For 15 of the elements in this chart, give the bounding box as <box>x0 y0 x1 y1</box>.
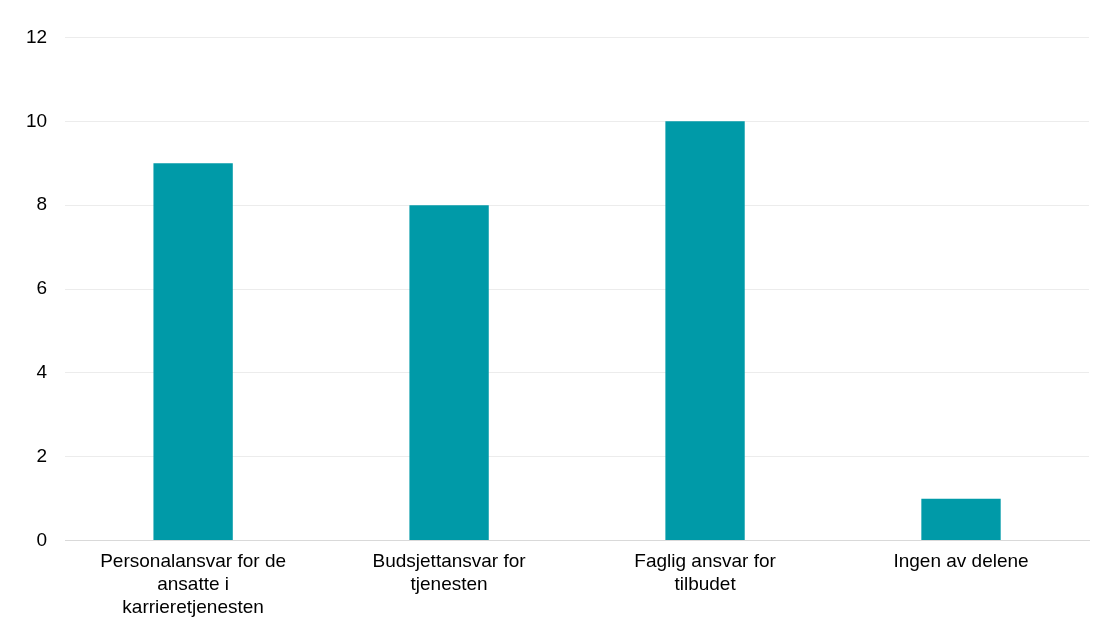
x-tick-label: Budsjettansvar for tjenesten <box>372 550 527 595</box>
y-tick-label: 12 <box>25 25 48 47</box>
x-tick-label: Ingen av delene <box>893 550 1029 572</box>
y-tick-label: 6 <box>36 277 48 299</box>
bar <box>409 205 489 541</box>
bar <box>921 498 1001 541</box>
y-tick-label: 0 <box>36 528 48 550</box>
x-tick-label: Personalansvar for de ansatte i karrieretjenesten <box>100 550 287 617</box>
x-tick-label: Faglig ansvar for tilbudet <box>634 550 777 595</box>
y-tick-label: 2 <box>36 444 48 466</box>
y-tick-label: 4 <box>36 361 48 383</box>
bar <box>665 121 745 541</box>
y-tick-label: 8 <box>36 193 48 215</box>
y-tick-label: 10 <box>25 109 48 131</box>
bar <box>153 163 233 541</box>
